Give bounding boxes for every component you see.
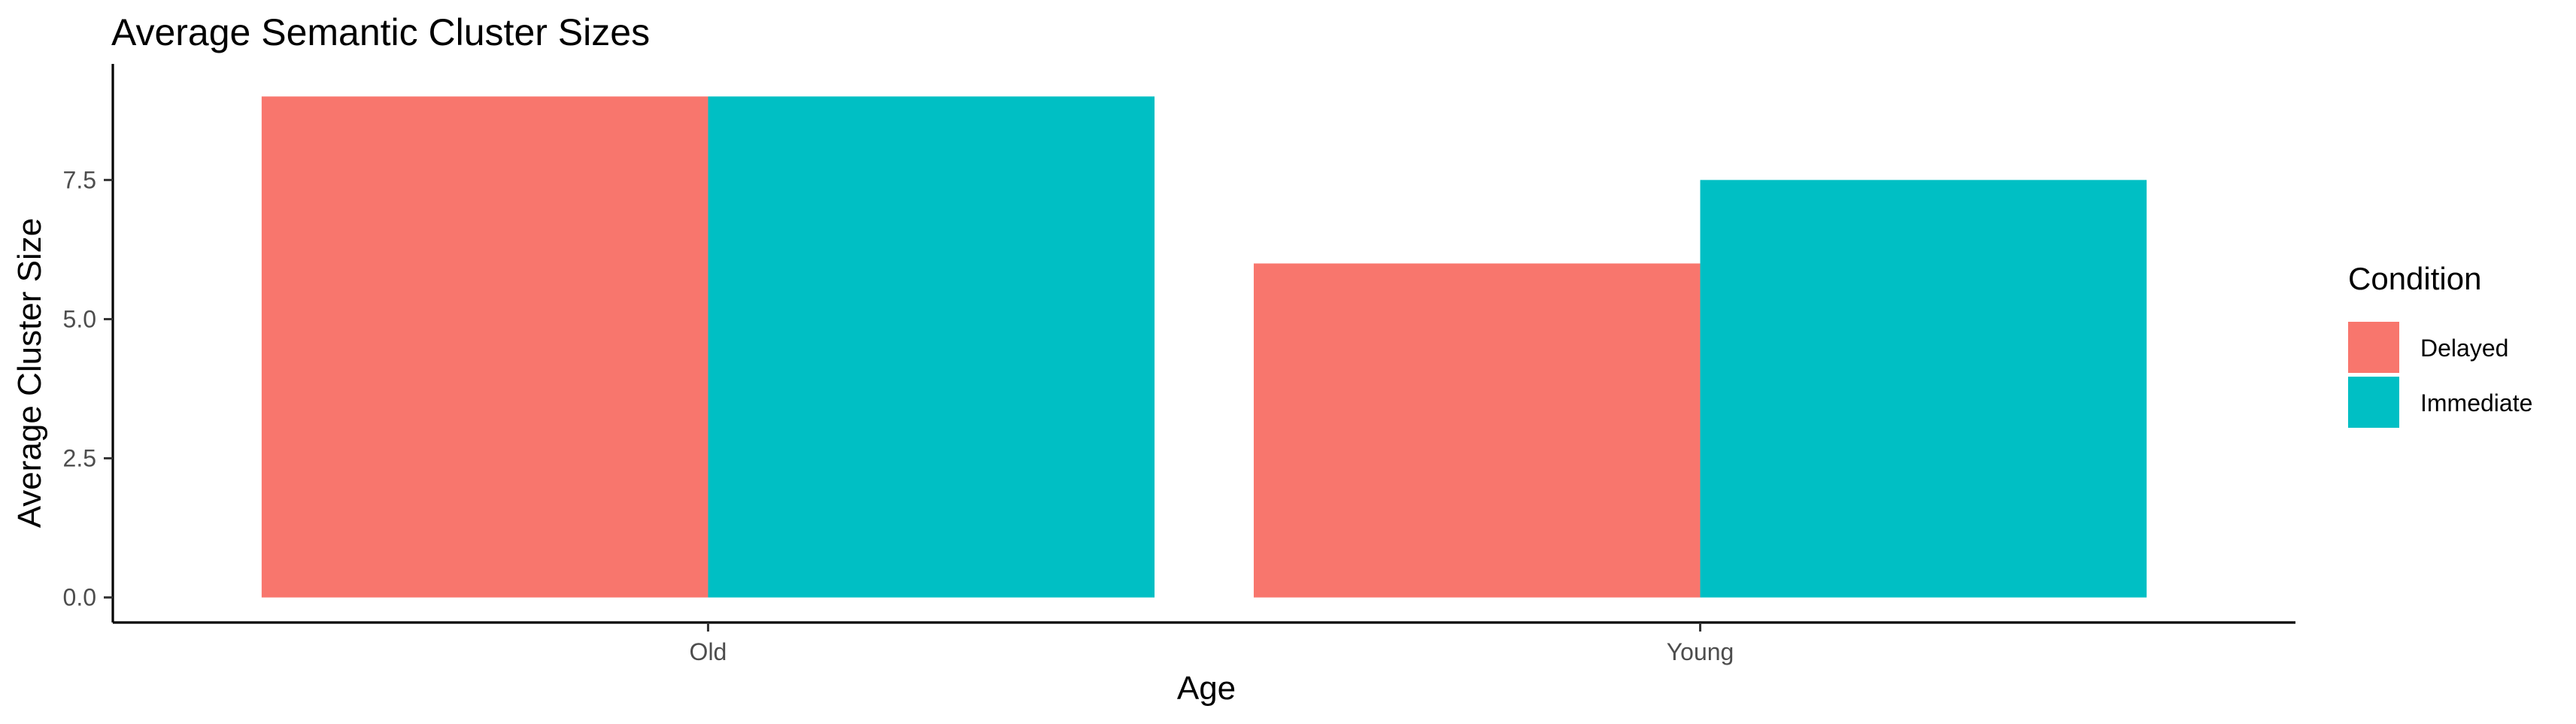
x-axis-title: Age: [1177, 670, 1236, 707]
x-tick-label: Old: [690, 638, 727, 665]
legend-label-delayed: Delayed: [2420, 335, 2508, 362]
bar-young-delayed: [1253, 263, 1701, 598]
y-tick-label: 2.5: [63, 445, 96, 472]
x-tick-label: Young: [1667, 638, 1734, 665]
x-axis: Old Young: [113, 621, 2295, 665]
y-tick-label: 0.0: [63, 584, 96, 611]
legend-key-immediate: [2348, 377, 2399, 428]
bars-layer: [261, 96, 2147, 598]
y-axis-title: Average Cluster Size: [11, 218, 48, 529]
bar-old-delayed: [261, 96, 708, 598]
y-axis: 0.0 2.5 5.0 7.5: [63, 64, 114, 623]
y-tick-label: 7.5: [63, 166, 96, 193]
legend-key-delayed: [2348, 322, 2399, 373]
y-tick-label: 5.0: [63, 305, 96, 332]
bar-young-immediate: [1700, 180, 2147, 598]
legend-label-immediate: Immediate: [2420, 389, 2532, 417]
legend: Condition Delayed Immediate: [2348, 261, 2532, 428]
chart-title: Average Semantic Cluster Sizes: [111, 11, 650, 53]
legend-title: Condition: [2348, 261, 2481, 296]
bar-old-immediate: [708, 96, 1155, 598]
